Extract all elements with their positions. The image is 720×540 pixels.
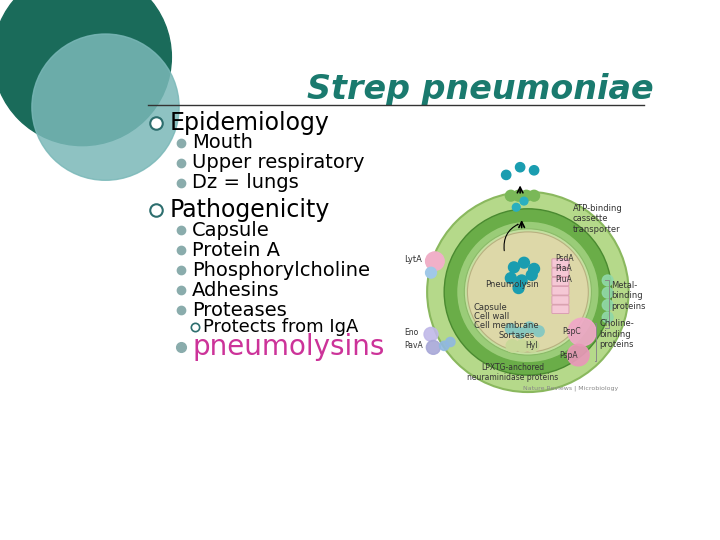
- Ellipse shape: [444, 209, 611, 375]
- Text: LytA: LytA: [404, 255, 422, 264]
- Circle shape: [524, 322, 535, 333]
- Ellipse shape: [464, 229, 591, 355]
- Text: LPXTG-anchored
neuraminidase proteins: LPXTG-anchored neuraminidase proteins: [467, 363, 558, 382]
- Text: Cell membrane: Cell membrane: [474, 321, 539, 330]
- Text: PavA: PavA: [404, 341, 423, 350]
- Text: ¤: ¤: [150, 113, 161, 132]
- FancyBboxPatch shape: [552, 296, 569, 304]
- Text: PspA: PspA: [559, 350, 577, 360]
- Text: Upper respiratory: Upper respiratory: [192, 153, 365, 172]
- Ellipse shape: [467, 232, 588, 352]
- Text: Phosphorylcholine: Phosphorylcholine: [192, 261, 370, 280]
- Circle shape: [424, 327, 438, 341]
- Circle shape: [602, 300, 613, 310]
- Circle shape: [529, 166, 539, 175]
- Circle shape: [505, 273, 516, 284]
- Circle shape: [508, 262, 519, 273]
- Circle shape: [513, 190, 524, 201]
- Circle shape: [426, 340, 441, 354]
- FancyBboxPatch shape: [552, 278, 569, 286]
- Text: Pathogenicity: Pathogenicity: [170, 198, 330, 222]
- Text: PspC: PspC: [562, 327, 580, 336]
- Circle shape: [526, 340, 539, 352]
- Circle shape: [439, 341, 449, 350]
- Text: Proteases: Proteases: [192, 301, 287, 320]
- Text: Strep pneumoniae: Strep pneumoniae: [307, 73, 654, 106]
- Text: Adhesins: Adhesins: [192, 281, 280, 300]
- Text: Protects from IgA: Protects from IgA: [203, 319, 359, 336]
- Circle shape: [506, 340, 518, 352]
- Circle shape: [521, 190, 532, 201]
- Circle shape: [528, 190, 539, 201]
- FancyBboxPatch shape: [552, 287, 569, 295]
- Circle shape: [602, 275, 613, 286]
- Ellipse shape: [456, 221, 599, 363]
- Text: Nature Reviews | Microbiology: Nature Reviews | Microbiology: [523, 386, 618, 391]
- Circle shape: [526, 269, 537, 280]
- Circle shape: [513, 283, 524, 294]
- Circle shape: [520, 197, 528, 205]
- Circle shape: [518, 257, 529, 268]
- Text: Protein A: Protein A: [192, 241, 280, 260]
- Circle shape: [446, 338, 455, 347]
- Circle shape: [528, 264, 539, 274]
- Text: Sortases: Sortases: [498, 330, 534, 340]
- FancyArrowPatch shape: [504, 224, 518, 251]
- FancyBboxPatch shape: [552, 305, 569, 314]
- Circle shape: [602, 312, 613, 323]
- Text: Mouth: Mouth: [192, 133, 253, 152]
- Text: Choline-
binding
proteins: Choline- binding proteins: [599, 319, 634, 349]
- Circle shape: [515, 327, 526, 338]
- FancyBboxPatch shape: [552, 259, 569, 267]
- Circle shape: [513, 204, 520, 211]
- Circle shape: [567, 345, 589, 366]
- Text: Pneumolysin: Pneumolysin: [485, 280, 539, 289]
- Ellipse shape: [427, 192, 629, 392]
- Text: Cell wall: Cell wall: [474, 312, 509, 321]
- Circle shape: [516, 275, 527, 286]
- Circle shape: [568, 318, 596, 346]
- Circle shape: [32, 34, 179, 180]
- Text: pneumolysins: pneumolysins: [192, 333, 384, 361]
- Circle shape: [534, 326, 544, 336]
- FancyBboxPatch shape: [552, 268, 569, 276]
- Text: Metal-
binding
proteins: Metal- binding proteins: [611, 281, 646, 310]
- Circle shape: [602, 287, 613, 298]
- Text: Capsule: Capsule: [192, 221, 270, 240]
- Text: Eno: Eno: [404, 328, 418, 338]
- Circle shape: [426, 252, 444, 271]
- Text: Hyl: Hyl: [526, 341, 538, 350]
- Circle shape: [505, 323, 516, 334]
- Text: Capsule: Capsule: [474, 303, 508, 312]
- Circle shape: [505, 190, 516, 201]
- Text: Epidemiology: Epidemiology: [170, 111, 330, 134]
- Circle shape: [0, 0, 171, 146]
- Circle shape: [516, 163, 525, 172]
- Text: PsdA
PiaA
PiuA: PsdA PiaA PiuA: [555, 254, 574, 284]
- Circle shape: [516, 340, 528, 352]
- Text: ATP-binding
cassette
transporter: ATP-binding cassette transporter: [573, 204, 623, 234]
- Text: Dz = lungs: Dz = lungs: [192, 173, 299, 192]
- Circle shape: [502, 170, 510, 179]
- Circle shape: [426, 267, 436, 278]
